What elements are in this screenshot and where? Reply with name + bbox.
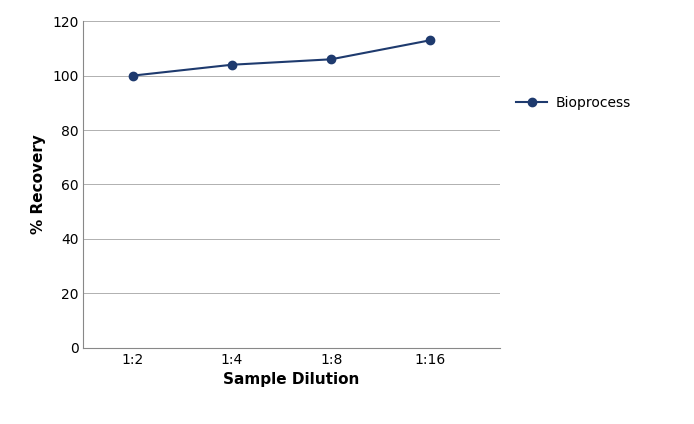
Bioprocess: [128, 73, 137, 78]
Legend: Bioprocess: Bioprocess: [511, 90, 636, 115]
Bioprocess: [327, 57, 335, 62]
Y-axis label: % Recovery: % Recovery: [31, 134, 46, 234]
Line: Bioprocess: Bioprocess: [128, 36, 434, 80]
Bioprocess: [426, 38, 434, 43]
Bioprocess: [228, 62, 236, 67]
X-axis label: Sample Dilution: Sample Dilution: [223, 372, 359, 387]
